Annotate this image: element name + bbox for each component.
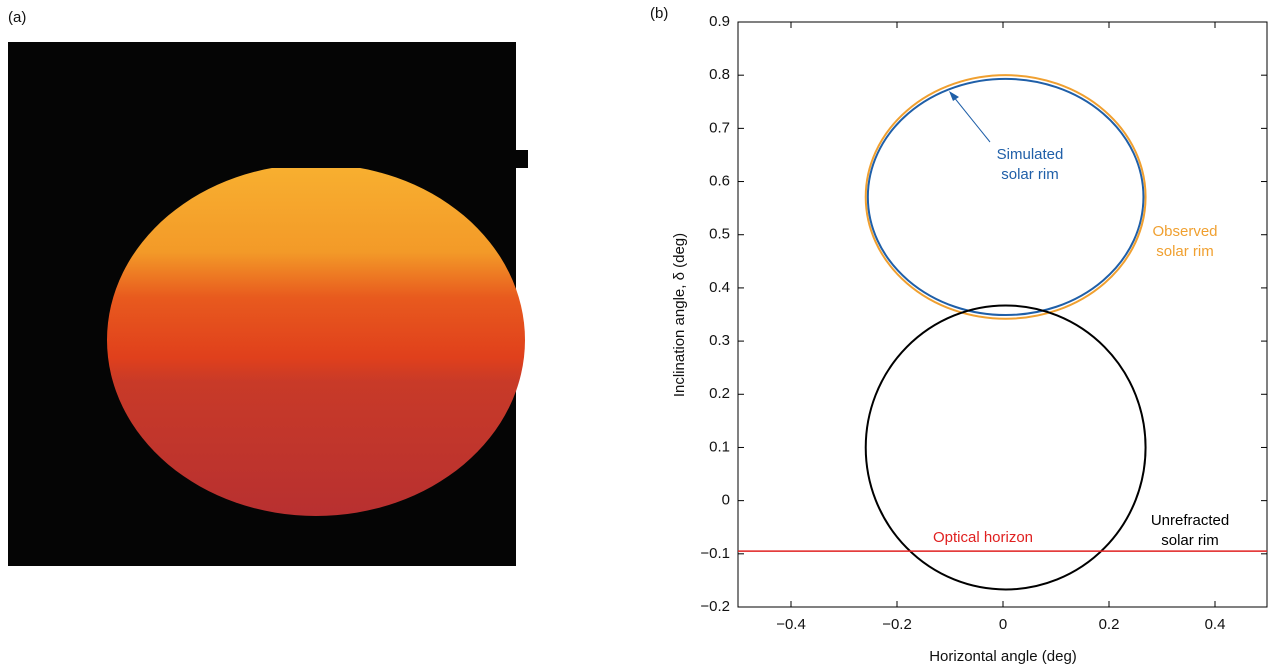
series-label: Observed	[1152, 223, 1217, 240]
rim-ellipse	[864, 304, 1147, 591]
y-tick-label: 0.2	[709, 385, 730, 402]
y-tick-label: −0.1	[700, 545, 730, 562]
y-axis-label: Inclination angle, δ (deg)	[671, 233, 688, 397]
panel-label: (a)	[8, 9, 26, 26]
arrow-head	[949, 91, 959, 101]
y-tick-label: 0.4	[709, 279, 730, 296]
x-axis-label: Horizontal angle (deg)	[929, 648, 1077, 665]
y-tick-label: 0	[722, 492, 730, 509]
y-tick-label: 0.7	[709, 119, 730, 136]
x-tick-label: 0	[999, 616, 1007, 633]
series-label: solar rim	[1161, 532, 1219, 549]
series-label: solar rim	[1156, 243, 1214, 260]
y-tick-label: −0.2	[700, 598, 730, 615]
photo-mask	[108, 150, 528, 168]
rim-ellipse	[864, 74, 1147, 320]
series-label: Unrefracted	[1151, 512, 1229, 529]
x-tick-label: −0.2	[882, 616, 912, 633]
y-tick-label: 0.8	[709, 66, 730, 83]
x-tick-label: 0.4	[1205, 616, 1226, 633]
sun-disk	[107, 164, 525, 516]
y-tick-label: 0.9	[709, 13, 730, 30]
series-label: Simulated	[997, 146, 1064, 163]
x-tick-label: 0.2	[1099, 616, 1120, 633]
arrow-shaft	[952, 95, 991, 143]
horizon-label: Optical horizon	[933, 529, 1033, 546]
chart: (b) Horizontal angle (deg) Inclination a…	[650, 5, 1077, 665]
x-tick-label: −0.4	[776, 616, 806, 633]
y-tick-label: 0.6	[709, 173, 730, 190]
rim-ellipse	[866, 77, 1145, 317]
series-label: solar rim	[1001, 166, 1059, 183]
panel-label: (b)	[650, 5, 668, 22]
y-tick-label: 0.3	[709, 332, 730, 349]
y-tick-label: 0.1	[709, 438, 730, 455]
y-tick-label: 0.5	[709, 226, 730, 243]
